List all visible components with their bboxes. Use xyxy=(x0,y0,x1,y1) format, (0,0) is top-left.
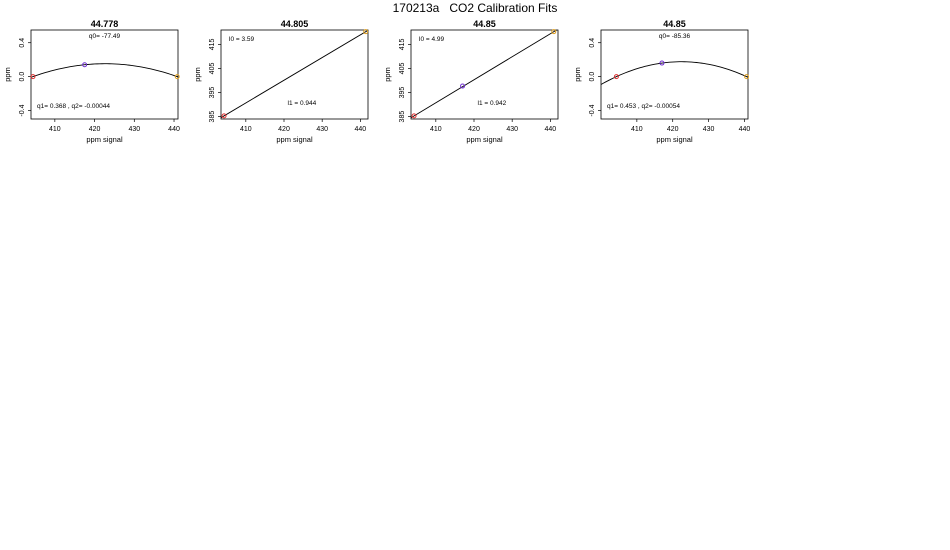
chart-title: 44.778 xyxy=(91,19,119,29)
data-point xyxy=(82,62,88,68)
plot-frame xyxy=(600,29,749,120)
x-tick-label: 430 xyxy=(316,126,328,133)
fit-annotation-bottom: q1= 0.453 , q2= -0.00054 xyxy=(607,103,680,110)
x-tick-label: 420 xyxy=(278,126,290,133)
x-tick-label: 440 xyxy=(739,126,751,133)
x-tick-label: 440 xyxy=(168,126,180,133)
y-tick-label: 395 xyxy=(209,87,216,99)
fit-annotation-top: l0 = 4.99 xyxy=(419,36,445,43)
data-point xyxy=(659,60,665,66)
x-tick-label: 430 xyxy=(506,126,518,133)
y-tick-label: 415 xyxy=(209,38,216,50)
fit-annotation-bottom: l1 = 0.942 xyxy=(478,100,507,107)
fit-line xyxy=(31,63,178,78)
y-tick-label: 0.4 xyxy=(19,38,26,48)
y-axis-label: ppm xyxy=(573,67,582,82)
chart-panel-4: 44.85 410 420 430 440 -0.4 0.0 0.4 ppm signal ppm… xyxy=(573,19,751,144)
y-tick-label: 385 xyxy=(209,111,216,123)
data-point xyxy=(551,29,557,35)
y-axis-label: ppm xyxy=(383,67,392,82)
y-tick-label: 0.4 xyxy=(589,38,596,48)
chart-title: 44.85 xyxy=(473,19,496,29)
x-tick-label: 430 xyxy=(703,126,715,133)
fit-line xyxy=(411,30,558,119)
x-tick-label: 430 xyxy=(128,126,140,133)
y-tick-label: 0.0 xyxy=(589,72,596,82)
x-tick-label: 440 xyxy=(545,126,557,133)
page-title: 170213a CO2 Calibration Fits xyxy=(392,1,558,15)
y-axis-label: ppm xyxy=(3,67,12,82)
data-point xyxy=(30,74,36,80)
x-axis-label: ppm signal xyxy=(656,135,693,144)
chart-panel-2: 44.805 410 420 430 440 385 395 405 415 ppm signal… xyxy=(193,19,369,144)
x-axis-label: ppm signal xyxy=(466,135,503,144)
chart-title: 44.85 xyxy=(663,19,686,29)
x-tick-label: 410 xyxy=(631,126,643,133)
data-point xyxy=(460,83,466,89)
y-tick-label: 0.0 xyxy=(19,72,26,82)
x-tick-label: 410 xyxy=(240,126,252,133)
data-point xyxy=(363,29,369,35)
fit-annotation-bottom: q1= 0.368 , q2= -0.00044 xyxy=(37,103,110,110)
y-tick-label: 415 xyxy=(399,38,406,50)
plot-frame xyxy=(410,29,559,120)
fit-line xyxy=(601,61,748,85)
fit-annotation-top: l0 = 3.59 xyxy=(229,36,255,43)
y-tick-label: 385 xyxy=(399,111,406,123)
x-axis-label: ppm signal xyxy=(276,135,313,144)
x-tick-label: 410 xyxy=(430,126,442,133)
x-axis-label: ppm signal xyxy=(86,135,123,144)
y-axis-label: ppm xyxy=(193,67,202,82)
y-tick-label: -0.4 xyxy=(589,104,596,116)
fit-annotation-top: q0= -77.49 xyxy=(89,33,121,40)
plot-frame xyxy=(220,29,369,120)
chart-panel-1: 44.778 410 420 430 440 -0.4 0.0 0.4 ppm signal pp… xyxy=(3,19,180,144)
chart-panel-3: 44.85 410 420 430 440 385 395 405 415 ppm signal p… xyxy=(383,19,559,144)
x-tick-label: 440 xyxy=(355,126,367,133)
x-tick-label: 420 xyxy=(667,126,679,133)
fit-line xyxy=(221,30,368,119)
chart-title: 44.805 xyxy=(281,19,309,29)
data-point xyxy=(174,74,180,80)
data-point xyxy=(411,113,417,119)
x-tick-label: 410 xyxy=(49,126,61,133)
y-tick-label: 395 xyxy=(399,87,406,99)
fit-annotation-bottom: l1 = 0.944 xyxy=(288,100,317,107)
y-tick-label: 405 xyxy=(209,63,216,75)
fit-annotation-top: q0= -85.36 xyxy=(659,33,691,40)
y-tick-label: 405 xyxy=(399,63,406,75)
data-point xyxy=(613,74,619,80)
data-point xyxy=(744,74,750,80)
y-tick-label: -0.4 xyxy=(19,104,26,116)
x-tick-label: 420 xyxy=(468,126,480,133)
x-tick-label: 420 xyxy=(89,126,101,133)
data-point xyxy=(221,113,227,119)
